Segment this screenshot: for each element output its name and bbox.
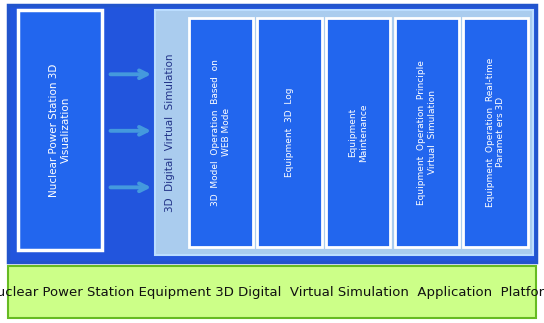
Text: Equipment
Maintenance: Equipment Maintenance [349, 103, 368, 162]
FancyBboxPatch shape [189, 18, 253, 247]
Text: 3D  Digital  Virtual  Simulation: 3D Digital Virtual Simulation [165, 53, 175, 212]
FancyBboxPatch shape [395, 18, 459, 247]
Text: Nuclear Power Station 3D
Visualization: Nuclear Power Station 3D Visualization [50, 63, 71, 197]
FancyBboxPatch shape [326, 18, 391, 247]
Text: Equipment  Operation  Real-time
Paramet ers 3D: Equipment Operation Real-time Paramet er… [486, 58, 505, 207]
Text: 3D  Model  Operation  Based  on
WEB Mode: 3D Model Operation Based on WEB Mode [211, 59, 231, 206]
FancyBboxPatch shape [18, 10, 102, 250]
FancyBboxPatch shape [8, 5, 536, 262]
Text: Equipment  3D  Log: Equipment 3D Log [285, 88, 294, 177]
Text: Equipment  Operation  Principle
Virtual  Simulation: Equipment Operation Principle Virtual Si… [417, 60, 437, 205]
FancyBboxPatch shape [257, 18, 322, 247]
FancyBboxPatch shape [8, 266, 536, 318]
Text: Nuclear Power Station Equipment 3D Digital  Virtual Simulation  Application  Pla: Nuclear Power Station Equipment 3D Digit… [0, 286, 544, 299]
FancyBboxPatch shape [463, 18, 528, 247]
FancyBboxPatch shape [155, 10, 533, 255]
